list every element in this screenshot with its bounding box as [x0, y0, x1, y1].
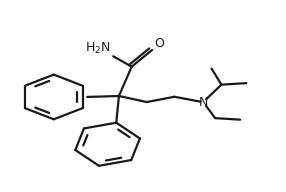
Text: O: O [154, 37, 164, 50]
Text: N: N [199, 96, 208, 109]
Text: H$_2$N: H$_2$N [86, 41, 111, 56]
